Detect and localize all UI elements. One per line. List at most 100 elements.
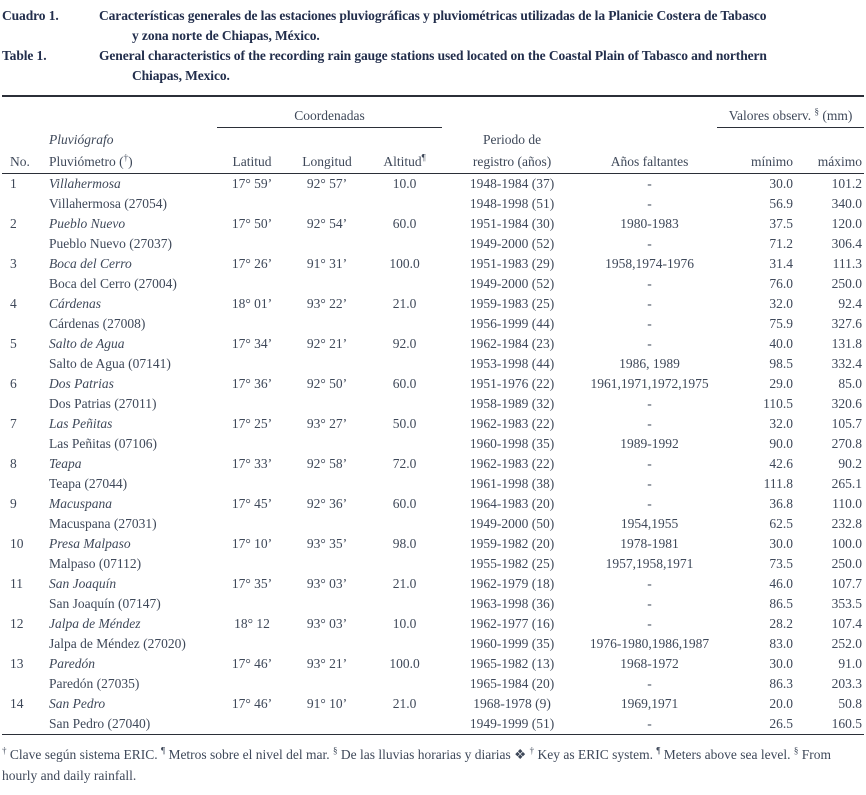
cell-record-period: 1962-1983 (22) bbox=[469, 456, 555, 471]
cell-longitude bbox=[287, 354, 367, 374]
station-gauge-row: Las Peñitas (07106) 1960-1998 (35) 1989-19… bbox=[2, 434, 864, 454]
cell-record-period: 1958-1989 (32) bbox=[469, 396, 555, 411]
dagger-mark: † bbox=[2, 745, 7, 756]
cell-altitude: 100.0 bbox=[389, 656, 420, 671]
cell-minimum: 71.2 bbox=[769, 236, 794, 251]
cell-altitude: 92.0 bbox=[392, 336, 417, 351]
cell-gauge-name: Malpaso (07112) bbox=[49, 556, 142, 571]
cell-minimum: 30.0 bbox=[769, 536, 794, 551]
station-recorder-row: 10 Presa Malpaso 17° 10’ 93° 35’ 98.0 1959-19… bbox=[2, 534, 864, 554]
cell-station-number: 1 bbox=[10, 176, 17, 191]
cell-record-period: 1965-1982 (13) bbox=[469, 656, 555, 671]
station-gauge-row: Boca del Cerro (27004) 1949-2000 (52) - 76.… bbox=[2, 274, 864, 294]
cell-station-number bbox=[2, 274, 46, 294]
cell-longitude bbox=[287, 274, 367, 294]
station-recorder-row: 7 Las Peñitas 17° 25’ 93° 27’ 50.0 1962-1983 … bbox=[2, 414, 864, 434]
station-recorder-row: 3 Boca del Cerro 17° 26’ 91° 31’ 100.0 1951-1… bbox=[2, 254, 864, 274]
cell-recorder-name: Jalpa de Méndez bbox=[49, 616, 141, 631]
cell-latitude: 17° 33’ bbox=[231, 456, 273, 471]
cell-record-period: 1962-1984 (23) bbox=[469, 336, 555, 351]
cell-missing-years: 1989-1992 bbox=[620, 436, 679, 451]
cell-maximum: 85.0 bbox=[838, 376, 863, 391]
cell-minimum: 32.0 bbox=[769, 416, 794, 431]
col-header-period-line2: registro (años) bbox=[442, 148, 583, 174]
station-recorder-row: 13 Paredón 17° 46’ 93° 21’ 100.0 1965-1982 (1… bbox=[2, 654, 864, 674]
cell-longitude: 93° 22’ bbox=[306, 296, 348, 311]
col-header-recorder: Pluviógrafo bbox=[49, 132, 114, 147]
cell-gauge-name: Pueblo Nuevo (27037) bbox=[49, 236, 172, 251]
cell-station-number: 6 bbox=[10, 376, 17, 391]
cell-station-number bbox=[2, 714, 46, 735]
cell-missing-years: 1954,1955 bbox=[620, 516, 679, 531]
cell-altitude bbox=[367, 394, 442, 414]
cell-maximum: 110.0 bbox=[832, 496, 863, 511]
cell-gauge-name: Jalpa de Méndez (27020) bbox=[49, 636, 186, 651]
cell-maximum: 353.5 bbox=[831, 596, 863, 611]
cell-gauge-name: San Joaquín (07147) bbox=[49, 596, 161, 611]
cell-record-period: 1959-1982 (20) bbox=[469, 536, 555, 551]
station-gauge-row: Macuspana (27031) 1949-2000 (50) 1954,1955… bbox=[2, 514, 864, 534]
cell-missing-years: - bbox=[647, 716, 652, 731]
cell-recorder-name: Pueblo Nuevo bbox=[49, 216, 126, 231]
cell-maximum: 92.4 bbox=[838, 296, 863, 311]
cell-maximum: 252.0 bbox=[831, 636, 863, 651]
cell-longitude: 93° 21’ bbox=[306, 656, 348, 671]
cell-record-period: 1948-1984 (37) bbox=[469, 176, 555, 191]
cell-missing-years: - bbox=[647, 576, 652, 591]
cell-minimum: 75.9 bbox=[769, 316, 794, 331]
cell-record-period: 1955-1982 (25) bbox=[469, 556, 555, 571]
cell-maximum: 203.3 bbox=[831, 676, 863, 691]
cell-latitude: 17° 36’ bbox=[231, 376, 273, 391]
cell-station-number bbox=[2, 474, 46, 494]
cell-minimum: 28.2 bbox=[769, 616, 794, 631]
cell-latitude bbox=[217, 634, 287, 654]
cell-latitude: 17° 46’ bbox=[231, 656, 273, 671]
cell-missing-years: - bbox=[647, 396, 652, 411]
cell-altitude bbox=[367, 714, 442, 735]
cell-station-number bbox=[2, 634, 46, 654]
cell-longitude: 92° 21’ bbox=[306, 336, 348, 351]
station-recorder-row: 1 Villahermosa 17° 59’ 92° 57’ 10.0 1948-1984… bbox=[2, 174, 864, 195]
cell-record-period: 1951-1984 (30) bbox=[469, 216, 555, 231]
title-spanish-line1: Características generales de las estacio… bbox=[99, 8, 767, 23]
cell-missing-years: - bbox=[647, 416, 652, 431]
section-mark: § bbox=[814, 106, 819, 117]
cell-longitude bbox=[287, 314, 367, 334]
cell-record-period: 1968-1978 (9) bbox=[473, 696, 551, 711]
table-footnotes: † Clave según sistema ERIC. ¶ Metros sob… bbox=[2, 745, 832, 783]
cell-station-number bbox=[2, 554, 46, 574]
cell-longitude: 92° 58’ bbox=[306, 456, 348, 471]
cell-maximum: 270.8 bbox=[831, 436, 863, 451]
title-english-line2: Chiapas, Mexico. bbox=[132, 68, 230, 83]
cell-record-period: 1951-1976 (22) bbox=[469, 376, 555, 391]
cell-longitude bbox=[287, 394, 367, 414]
cell-station-number: 10 bbox=[10, 536, 24, 551]
cell-station-number bbox=[2, 514, 46, 534]
station-gauge-row: Malpaso (07112) 1955-1982 (25) 1957,1958,1… bbox=[2, 554, 864, 574]
cell-missing-years: - bbox=[647, 456, 652, 471]
cell-longitude: 91° 31’ bbox=[306, 256, 348, 271]
cell-longitude bbox=[287, 674, 367, 694]
cell-altitude: 50.0 bbox=[392, 416, 417, 431]
cell-missing-years: - bbox=[647, 176, 652, 191]
cell-recorder-name: Las Peñitas bbox=[49, 416, 113, 431]
cell-altitude bbox=[367, 274, 442, 294]
cell-maximum: 250.0 bbox=[831, 276, 863, 291]
cell-station-number bbox=[2, 594, 46, 614]
cell-missing-years: 1980-1983 bbox=[620, 216, 679, 231]
cell-missing-years: - bbox=[647, 676, 652, 691]
cell-gauge-name: Cárdenas (27008) bbox=[49, 316, 146, 331]
cell-station-number bbox=[2, 354, 46, 374]
cell-minimum: 30.0 bbox=[769, 656, 794, 671]
cell-missing-years: - bbox=[647, 336, 652, 351]
cell-latitude bbox=[217, 234, 287, 254]
cell-minimum: 32.0 bbox=[769, 296, 794, 311]
cell-station-number: 3 bbox=[10, 256, 17, 271]
station-recorder-row: 2 Pueblo Nuevo 17° 50’ 92° 54’ 60.0 1951-1984… bbox=[2, 214, 864, 234]
stations-table: Coordenadas Valores observ. § (mm) Pluvi… bbox=[2, 95, 865, 735]
cell-latitude: 17° 50’ bbox=[231, 216, 273, 231]
cell-latitude: 18° 01’ bbox=[231, 296, 273, 311]
cell-altitude: 10.0 bbox=[392, 176, 417, 191]
cell-minimum: 31.4 bbox=[769, 256, 794, 271]
cell-altitude bbox=[367, 474, 442, 494]
